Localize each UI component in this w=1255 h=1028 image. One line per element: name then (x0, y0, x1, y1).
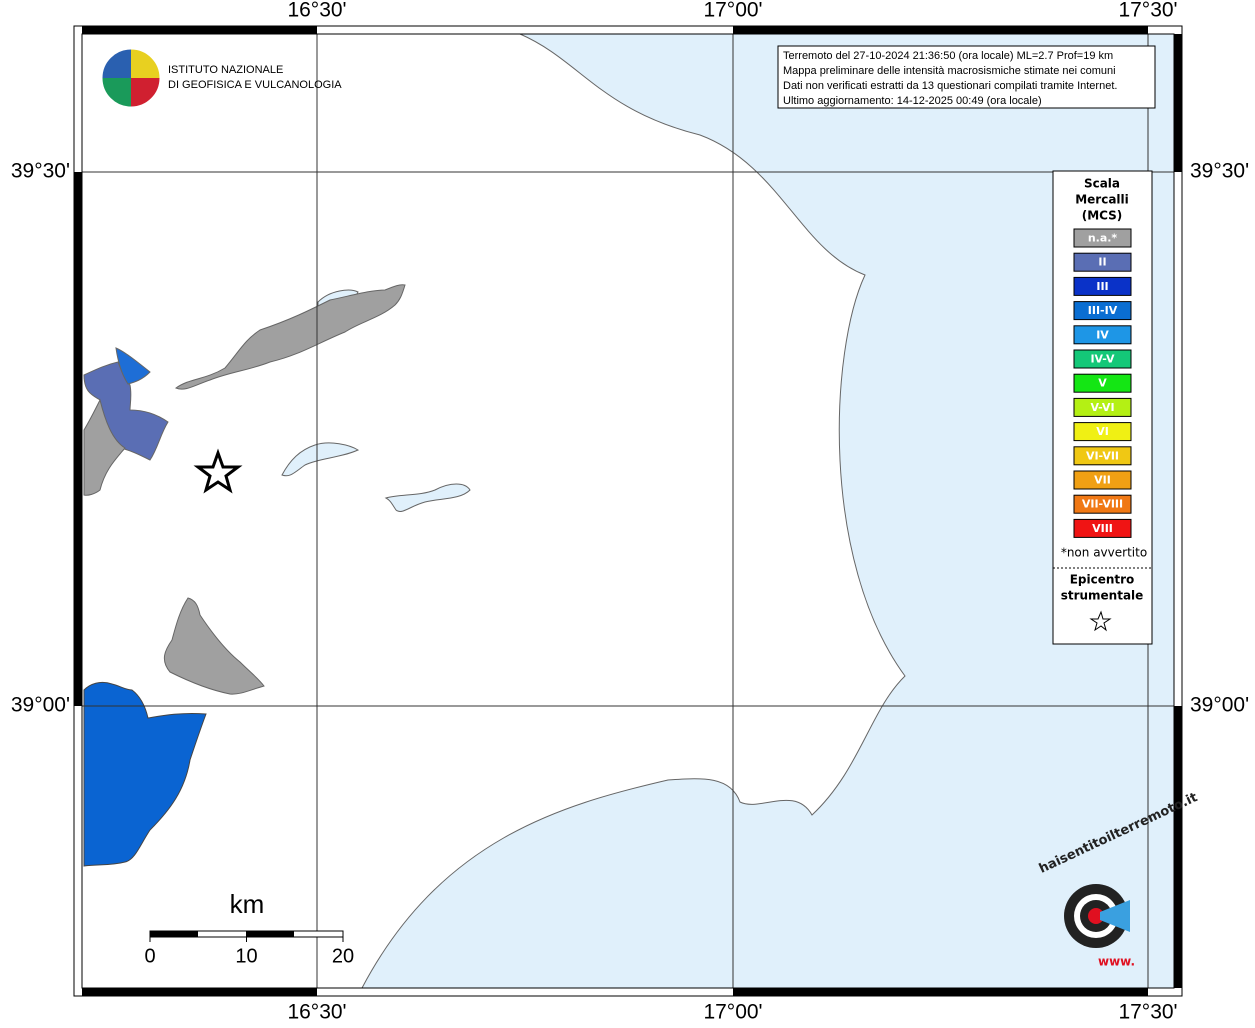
legend-label: VIII (1092, 522, 1113, 535)
legend-swatch (1073, 397, 1132, 417)
lat-label: 39°30' (11, 160, 70, 183)
site-logo-prefix: www. (1098, 955, 1135, 969)
legend-title: Scala (1084, 177, 1120, 191)
legend-swatch (1073, 422, 1132, 442)
legend-label: V-VI (1090, 401, 1114, 414)
legend-swatch (1073, 325, 1132, 345)
lat-label: 39°00' (11, 694, 70, 717)
legend-note: *non avvertito (1061, 546, 1147, 560)
legend-label: III-IV (1088, 304, 1118, 317)
info-box: Terremoto del 27-10-2024 21:36:50 (ora l… (777, 45, 1156, 109)
lon-label: 16°30' (287, 1001, 346, 1024)
lake (281, 442, 360, 477)
scale-unit: km (230, 889, 265, 919)
legend-swatch (1073, 301, 1132, 321)
municipality (174, 284, 406, 390)
legend-epicentre: Epicentro (1070, 573, 1135, 587)
legend-swatch (1073, 494, 1132, 514)
legend-swatch (1073, 252, 1132, 272)
legend-swatch (1073, 276, 1132, 296)
legend-label: IV (1096, 328, 1109, 341)
municipality (83, 681, 207, 867)
legend-label: V (1098, 377, 1107, 390)
info-line: Dati non verificati estratti da 13 quest… (783, 80, 1117, 92)
legend-swatch (1073, 373, 1132, 393)
lon-label: 17°30' (1118, 0, 1177, 22)
lon-label: 17°00' (703, 0, 762, 22)
legend-label: III (1096, 280, 1108, 293)
lon-label: 16°30' (287, 0, 346, 22)
legend-label: VI (1096, 425, 1109, 438)
lon-label: 17°00' (703, 1001, 762, 1024)
scale-tick-label: 10 (235, 945, 257, 967)
legend-label: IV-V (1090, 353, 1115, 366)
legend-swatch (1073, 470, 1132, 490)
legend-label: II (1098, 256, 1106, 269)
lat-label: 39°30' (1190, 160, 1249, 183)
legend-title: Mercalli (1075, 193, 1129, 207)
lat-label: 39°00' (1190, 694, 1249, 717)
legend-label: VI-VII (1086, 449, 1119, 462)
scale-bar: km 0 10 20 (144, 889, 354, 967)
logo-text: ISTITUTO NAZIONALE (168, 64, 283, 76)
legend-swatch (1073, 518, 1132, 538)
lon-label: 17°30' (1118, 1001, 1177, 1024)
legend-label: VII-VIII (1082, 498, 1123, 511)
scale-tick-label: 0 (144, 945, 155, 967)
logo-text: DI GEOFISICA E VULCANOLOGIA (168, 79, 342, 91)
frame (73, 25, 1183, 997)
epicentre-star (193, 448, 243, 494)
info-line: Ultimo aggiornamento: 14-12-2025 00:49 (… (783, 95, 1042, 107)
legend-title: (MCS) (1082, 209, 1123, 223)
municipality (83, 398, 126, 496)
scale-tick-label: 20 (332, 945, 354, 967)
legend-swatch (1073, 349, 1132, 369)
legend-label: n.a.* (1088, 232, 1118, 245)
legend-label: VII (1094, 474, 1111, 487)
legend-swatch (1073, 228, 1132, 248)
municipality (163, 597, 265, 695)
municipality (115, 347, 151, 385)
ingv-logo: ISTITUTO NAZIONALE DI GEOFISICA E VULCAN… (101, 48, 342, 108)
legend-epicentre: strumentale (1061, 589, 1144, 603)
lake (384, 483, 471, 512)
legend-swatch (1073, 446, 1132, 466)
info-line: Terremoto del 27-10-2024 21:36:50 (ora l… (783, 50, 1113, 62)
info-line: Mappa preliminare delle intensità macros… (783, 65, 1116, 77)
legend: Scala Mercalli (MCS) *non avvertito Epic… (1052, 170, 1153, 645)
